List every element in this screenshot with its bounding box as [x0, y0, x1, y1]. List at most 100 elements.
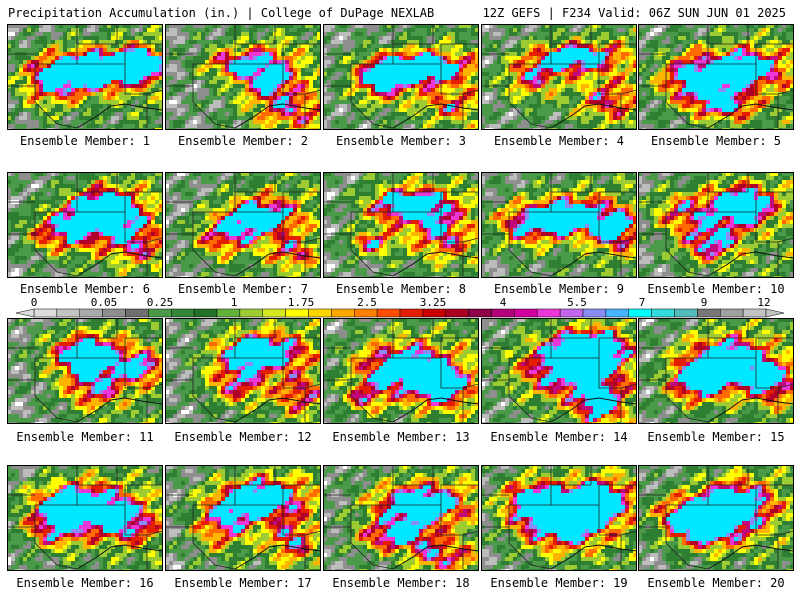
colorbar-swatch: [399, 308, 424, 318]
panel-label: Ensemble Member: 6: [7, 282, 163, 296]
colorbar-swatch: [651, 308, 675, 318]
precip-map: [481, 172, 637, 278]
colorbar-swatch: [445, 308, 469, 318]
colorbar-swatch: [285, 308, 309, 318]
ensemble-panel: [638, 318, 794, 424]
panel-label: Ensemble Member: 12: [165, 430, 321, 444]
precip-map: [165, 465, 321, 571]
ensemble-panel: [7, 465, 163, 571]
precip-map: [481, 318, 637, 424]
panel-label: Ensemble Member: 1: [7, 134, 163, 148]
panel-label: Ensemble Member: 9: [481, 282, 637, 296]
precip-map: [7, 318, 163, 424]
colorbar-tick-label: 2.5: [357, 296, 377, 309]
precip-map: [165, 172, 321, 278]
ensemble-panel: [323, 24, 479, 130]
colorbar-tick-label: 3.25: [420, 296, 447, 309]
colorbar-swatch: [33, 308, 58, 318]
ensemble-panel: [481, 24, 637, 130]
precip-map: [165, 24, 321, 130]
precip-map: [481, 24, 637, 130]
precip-map: [323, 465, 479, 571]
precip-map: [7, 24, 163, 130]
precip-map: [323, 172, 479, 278]
colorbar-swatch: [331, 308, 355, 318]
ensemble-panel: [7, 318, 163, 424]
precip-map: [323, 318, 479, 424]
colorbar-swatch: [102, 308, 126, 318]
colorbar-swatch: [697, 308, 721, 318]
ensemble-panel: [7, 172, 163, 278]
ensemble-panel: [323, 172, 479, 278]
colorbar-swatch: [559, 308, 584, 318]
colorbar-swatch: [742, 308, 767, 318]
panel-label: Ensemble Member: 4: [481, 134, 637, 148]
panel-label: Ensemble Member: 18: [323, 576, 479, 590]
colorbar-swatch: [354, 308, 378, 318]
precip-map: [481, 465, 637, 571]
colorbar-swatch: [720, 308, 744, 318]
colorbar-swatch: [171, 308, 195, 318]
ensemble-panel: [481, 465, 637, 571]
panel-label: Ensemble Member: 16: [7, 576, 163, 590]
colorbar-tick-label: 5.5: [567, 296, 587, 309]
colorbar-tick-label: 1.75: [288, 296, 315, 309]
panel-label: Ensemble Member: 14: [481, 430, 637, 444]
colorbar-tick-label: 9: [701, 296, 708, 309]
panel-label: Ensemble Member: 5: [638, 134, 794, 148]
colorbar-tick-label: 0.25: [147, 296, 174, 309]
ensemble-panel: [481, 318, 637, 424]
colorbar-tick-label: 7: [639, 296, 646, 309]
panel-label: Ensemble Member: 8: [323, 282, 479, 296]
colorbar-swatch: [125, 308, 149, 318]
ensemble-panel: [165, 172, 321, 278]
colorbar-swatch: [628, 308, 652, 318]
panel-label: Ensemble Member: 3: [323, 134, 479, 148]
colorbar-swatch: [216, 308, 241, 318]
colorbar: 0 0.05 0.25 1 1.75 2.5 3.25 4 5.5 7 9 12: [15, 296, 785, 318]
panel-label: Ensemble Member: 15: [638, 430, 794, 444]
panel-label: Ensemble Member: 17: [165, 576, 321, 590]
panel-label: Ensemble Member: 19: [481, 576, 637, 590]
colorbar-left-arrow: [15, 308, 35, 318]
colorbar-swatch: [193, 308, 218, 318]
precip-map: [7, 465, 163, 571]
precip-map: [165, 318, 321, 424]
colorbar-swatch: [674, 308, 698, 318]
precip-map: [638, 318, 794, 424]
colorbar-swatch: [262, 308, 286, 318]
colorbar-swatch: [537, 308, 561, 318]
colorbar-tick-label: 0.05: [91, 296, 118, 309]
panel-label: Ensemble Member: 7: [165, 282, 321, 296]
ensemble-panel: [7, 24, 163, 130]
precip-map: [638, 465, 794, 571]
colorbar-swatch: [514, 308, 538, 318]
colorbar-swatch: [468, 308, 492, 318]
colorbar-swatch: [582, 308, 607, 318]
panel-label: Ensemble Member: 11: [7, 430, 163, 444]
ensemble-panel: [481, 172, 637, 278]
colorbar-swatch: [308, 308, 332, 318]
precip-map: [323, 24, 479, 130]
precip-map: [638, 24, 794, 130]
precip-map: [7, 172, 163, 278]
colorbar-swatch: [376, 308, 401, 318]
colorbar-swatch: [422, 308, 446, 318]
colorbar-tick-label: 1: [231, 296, 238, 309]
ensemble-panel: [323, 318, 479, 424]
ensemble-panel: [165, 465, 321, 571]
ensemble-panel: [638, 24, 794, 130]
colorbar-tick-label: 0: [31, 296, 38, 309]
colorbar-right-arrow: [765, 308, 785, 318]
ensemble-panel: [165, 318, 321, 424]
colorbar-swatch: [79, 308, 103, 318]
ensemble-panel: [323, 465, 479, 571]
page-title: Precipitation Accumulation (in.) | Colle…: [8, 6, 434, 20]
colorbar-swatch: [239, 308, 263, 318]
colorbar-tick-label: 4: [500, 296, 507, 309]
run-info: 12Z GEFS | F234 Valid: 06Z SUN JUN 01 20…: [483, 6, 786, 20]
colorbar-tick-label: 12: [757, 296, 770, 309]
ensemble-panel: [638, 465, 794, 571]
colorbar-swatch: [148, 308, 172, 318]
ensemble-panel: [638, 172, 794, 278]
